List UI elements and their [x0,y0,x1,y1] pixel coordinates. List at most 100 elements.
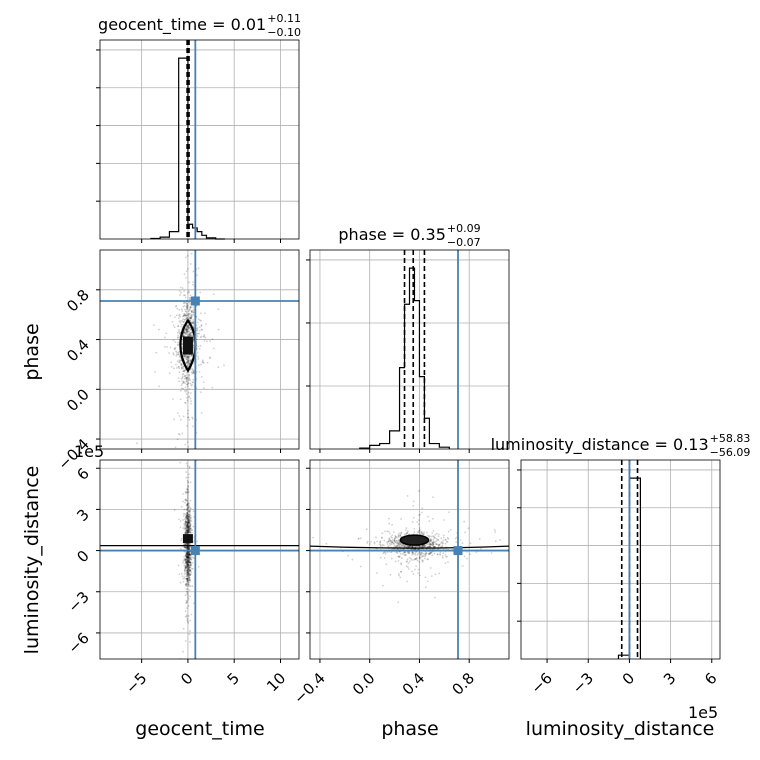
sample-point [412,558,415,561]
sample-point [192,381,194,384]
sample-point [188,556,190,559]
sample-point [199,291,202,294]
sample-point [185,354,188,357]
sample-point [418,514,420,517]
sample-point [136,442,138,445]
sample-point [189,564,192,567]
sample-point [494,540,497,543]
sample-point [192,371,195,374]
sample-point [424,576,427,579]
sample-point [186,254,189,257]
sample-point [186,333,189,336]
sample-point [187,356,190,359]
sample-point [189,630,191,632]
sample-point [187,330,190,333]
sample-point [183,331,186,334]
sample-point [433,552,436,555]
sample-point [189,574,192,576]
sample-point [189,527,192,530]
sample-point [189,561,191,564]
sample-point [185,504,188,507]
sample-point [190,331,193,334]
sample-point [198,370,201,373]
sample-point [184,554,187,557]
sample-point [370,540,372,543]
sample-point [188,574,191,577]
sample-point [185,325,188,328]
sample-point [182,650,184,653]
sample-point [384,530,386,533]
sample-point [183,370,186,373]
sample-point [188,333,190,336]
sample-point [203,335,206,338]
sample-point [186,529,188,532]
sample-point [424,553,427,556]
sample-point [188,395,191,398]
sample-point [192,425,194,428]
sample-point [189,573,191,575]
sample-point [190,556,192,559]
sample-point [163,345,166,348]
sample-point [184,566,187,569]
x-tick-label-geocent_time: 0 [177,669,196,688]
sample-point [190,317,192,319]
sample-point [195,332,198,335]
sample-point [418,490,420,492]
sample-point [430,540,433,542]
sample-point [185,325,188,328]
sample-point [188,505,191,508]
sample-point [184,491,187,493]
sample-point [165,332,168,335]
sample-point [187,476,190,479]
sample-point [405,565,408,567]
sample-point [183,564,186,567]
sample-point [185,516,187,518]
sample-point [403,533,406,536]
sample-point [191,567,194,570]
sample-point [185,526,188,529]
sample-point [185,516,188,519]
sample-point [189,334,192,336]
sample-point [186,361,189,364]
sample-point [405,533,407,535]
sample-point [184,520,187,523]
sample-point [441,541,444,544]
sample-point [405,545,408,547]
sample-point [379,545,382,547]
sample-point [179,360,181,362]
sample-point [513,532,515,534]
sample-point [383,551,385,554]
sample-point [391,541,393,544]
sample-point [188,556,191,559]
sample-point [185,270,188,273]
sample-point [199,336,202,339]
sample-point [410,545,413,548]
sample-point [217,308,220,311]
sample-point [188,327,191,330]
panel-frame [99,459,300,660]
sample-point [185,276,188,279]
sample-point [425,552,428,555]
sample-point [428,545,430,548]
sample-point [181,319,184,322]
sample-point [185,561,188,564]
sample-point [397,541,399,544]
sample-point [417,531,420,534]
sample-point [183,332,186,335]
sample-point [175,363,177,366]
sample-point [398,574,400,577]
sample-point [417,523,420,526]
sample-point [440,542,443,545]
sample-point [185,563,188,566]
sample-point [404,554,407,557]
sample-point [183,354,186,357]
sample-point [181,315,184,318]
sample-point [188,377,190,380]
sample-point [420,531,423,534]
sample-point [188,553,190,556]
sample-point [189,566,192,569]
sample-point [440,540,443,543]
sample-point [203,387,205,389]
sample-point [191,313,193,316]
sample-point [189,558,192,560]
